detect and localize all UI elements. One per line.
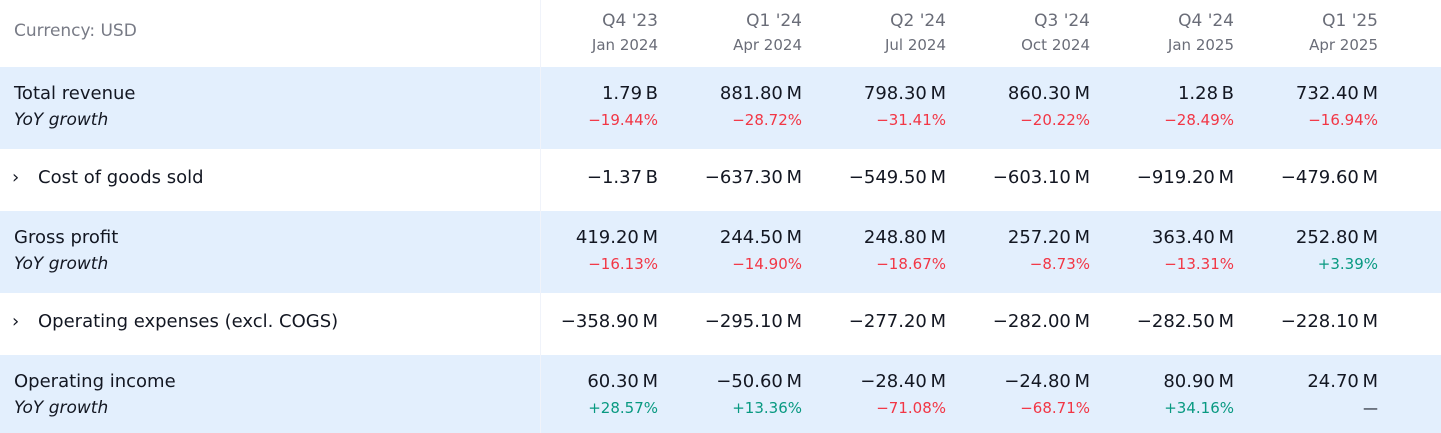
row-label: Operating income	[14, 371, 176, 392]
value-cell: −1.37 B	[586, 167, 658, 188]
row-gross-profit: Gross profit YoY growth 419.20 M 244.50 …	[0, 211, 1441, 293]
expand-chevron-icon[interactable]: ›	[12, 167, 20, 188]
value-cell: 60.30 M	[587, 371, 658, 392]
row-label: Operating expenses (excl. COGS)	[38, 311, 339, 332]
growth-cell: +3.39%	[1317, 255, 1378, 273]
row-label: Cost of goods sold	[38, 167, 204, 188]
growth-cell: −28.49%	[1164, 111, 1234, 129]
value-cell: 1.79 B	[601, 83, 658, 104]
yoy-growth-label: YoY growth	[14, 110, 109, 130]
label-column-divider	[540, 0, 541, 433]
period-date: Jul 2024	[884, 36, 946, 54]
value-cell: −479.60 M	[1280, 167, 1378, 188]
period-header-q1-25: Q1 '25 Apr 2025	[1238, 10, 1378, 58]
growth-cell: —	[1363, 399, 1378, 417]
value-cell: 881.80 M	[719, 83, 802, 104]
growth-cell: +13.36%	[732, 399, 802, 417]
value-cell: −358.90 M	[560, 311, 658, 332]
period-header-q3-24: Q3 '24 Oct 2024	[950, 10, 1090, 58]
row-label: Gross profit	[14, 227, 119, 248]
value-cell: 732.40 M	[1295, 83, 1378, 104]
period-quarter: Q4 '23	[602, 11, 658, 31]
period-header-q1-24: Q1 '24 Apr 2024	[662, 10, 802, 58]
period-quarter: Q1 '25	[1322, 11, 1378, 31]
period-quarter: Q4 '24	[1178, 11, 1234, 31]
growth-cell: −71.08%	[876, 399, 946, 417]
value-cell: 80.90 M	[1163, 371, 1234, 392]
row-operating-expenses[interactable]: › Operating expenses (excl. COGS) −358.9…	[0, 293, 1441, 355]
value-cell: −228.10 M	[1280, 311, 1378, 332]
value-cell: −24.80 M	[1004, 371, 1090, 392]
growth-cell: −16.13%	[588, 255, 658, 273]
period-header-q4-24: Q4 '24 Jan 2025	[1094, 10, 1234, 58]
period-quarter: Q3 '24	[1034, 11, 1090, 31]
row-operating-income: Operating income YoY growth 60.30 M −50.…	[0, 355, 1441, 433]
value-cell: 1.28 B	[1177, 83, 1234, 104]
growth-cell: −20.22%	[1020, 111, 1090, 129]
growth-cell: −18.67%	[876, 255, 946, 273]
value-cell: 257.20 M	[1007, 227, 1090, 248]
currency-label: Currency: USD	[14, 21, 137, 41]
value-cell: −282.00 M	[992, 311, 1090, 332]
value-cell: −277.20 M	[848, 311, 946, 332]
value-cell: 24.70 M	[1307, 371, 1378, 392]
value-cell: 798.30 M	[863, 83, 946, 104]
value-cell: 244.50 M	[719, 227, 802, 248]
period-date: Apr 2025	[1309, 36, 1378, 54]
value-cell: 860.30 M	[1007, 83, 1090, 104]
growth-cell: +34.16%	[1164, 399, 1234, 417]
yoy-growth-label: YoY growth	[14, 398, 109, 418]
growth-cell: −31.41%	[876, 111, 946, 129]
growth-cell: −16.94%	[1308, 111, 1378, 129]
value-cell: −282.50 M	[1136, 311, 1234, 332]
value-cell: −295.10 M	[704, 311, 802, 332]
period-date: Jan 2024	[591, 36, 658, 54]
growth-cell: −14.90%	[732, 255, 802, 273]
period-header-q4-23: Q4 '23 Jan 2024	[518, 10, 658, 58]
value-cell: −919.20 M	[1136, 167, 1234, 188]
row-cost-of-goods-sold[interactable]: › Cost of goods sold −1.37 B −637.30 M −…	[0, 149, 1441, 211]
value-cell: −50.60 M	[716, 371, 802, 392]
value-cell: 248.80 M	[863, 227, 946, 248]
period-header-q2-24: Q2 '24 Jul 2024	[806, 10, 946, 58]
row-label: Total revenue	[14, 83, 136, 104]
growth-cell: −8.73%	[1029, 255, 1090, 273]
value-cell: 252.80 M	[1295, 227, 1378, 248]
growth-cell: +28.57%	[588, 399, 658, 417]
growth-cell: −28.72%	[732, 111, 802, 129]
period-quarter: Q1 '24	[746, 11, 802, 31]
value-cell: 419.20 M	[575, 227, 658, 248]
period-date: Jan 2025	[1167, 36, 1234, 54]
period-quarter: Q2 '24	[890, 11, 946, 31]
table-header: Currency: USD Q4 '23 Jan 2024 Q1 '24 Apr…	[0, 0, 1441, 67]
value-cell: −549.50 M	[848, 167, 946, 188]
value-cell: 363.40 M	[1151, 227, 1234, 248]
expand-chevron-icon[interactable]: ›	[12, 311, 20, 332]
value-cell: −637.30 M	[704, 167, 802, 188]
growth-cell: −68.71%	[1020, 399, 1090, 417]
value-cell: −28.40 M	[860, 371, 946, 392]
growth-cell: −19.44%	[588, 111, 658, 129]
row-total-revenue: Total revenue YoY growth 1.79 B 881.80 M…	[0, 67, 1441, 149]
value-cell: −603.10 M	[992, 167, 1090, 188]
period-date: Apr 2024	[733, 36, 802, 54]
growth-cell: −13.31%	[1164, 255, 1234, 273]
yoy-growth-label: YoY growth	[14, 254, 109, 274]
period-date: Oct 2024	[1021, 36, 1090, 54]
